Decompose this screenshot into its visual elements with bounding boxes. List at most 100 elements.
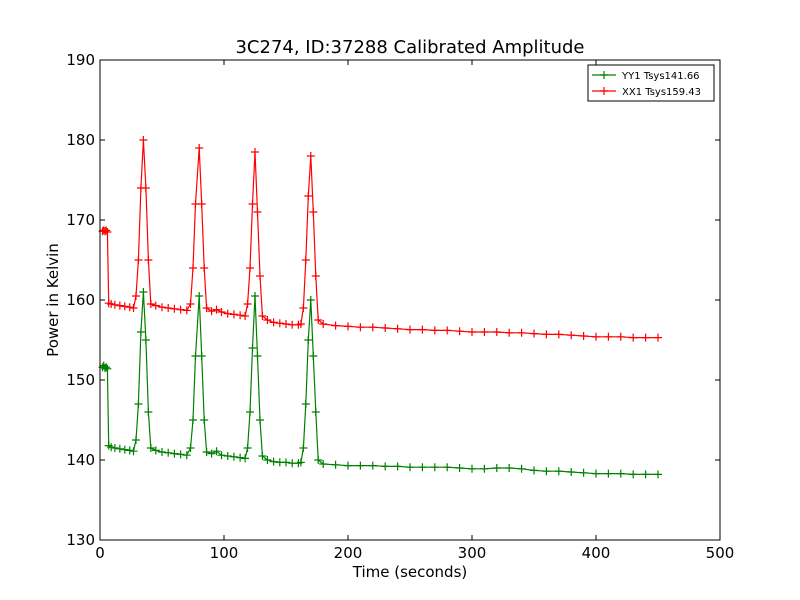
- data-point: [641, 333, 650, 342]
- axis-ticks: 0 100 200 300 400 500 130 140 150 160 170 180 190: [66, 51, 734, 562]
- data-point: [309, 352, 318, 360]
- data-point: [629, 333, 638, 342]
- legend: YY1 Tsys141.66 XX1 Tsys159.43: [587, 64, 715, 102]
- data-point: [131, 292, 140, 300]
- data-point: [344, 322, 352, 331]
- data-point: [542, 330, 551, 339]
- data-point: [299, 444, 308, 452]
- data-point: [131, 436, 140, 444]
- data-point: [217, 308, 226, 316]
- y-tick-label: 150: [66, 371, 95, 389]
- data-point: [567, 331, 576, 340]
- data-point: [275, 319, 284, 328]
- data-point: [102, 363, 111, 372]
- data-point: [393, 324, 402, 333]
- data-point: [176, 450, 185, 459]
- data-point: [579, 332, 588, 340]
- data-point: [654, 333, 662, 342]
- data-point: [246, 408, 255, 416]
- data-point: [517, 464, 526, 473]
- data-point: [197, 200, 206, 208]
- data-point: [253, 352, 262, 360]
- data-point: [468, 464, 476, 473]
- legend-swatch-marker: [600, 87, 608, 95]
- data-point: [301, 256, 310, 264]
- data-point: [115, 301, 124, 310]
- data-point: [202, 448, 211, 456]
- data-point: [189, 264, 197, 272]
- data-point: [592, 469, 600, 478]
- data-point: [103, 228, 112, 236]
- data-point: [251, 292, 259, 300]
- chart-title: 3C274, ID:37288 Calibrated Amplitude: [235, 37, 584, 58]
- data-point: [480, 464, 489, 473]
- legend-label: YY1 Tsys141.66: [621, 71, 700, 82]
- data-point: [468, 328, 476, 336]
- data-point: [505, 328, 514, 337]
- data-point: [115, 444, 124, 453]
- data-point: [217, 451, 226, 460]
- data-point: [517, 328, 526, 337]
- data-point: [186, 300, 195, 308]
- data-point: [255, 416, 264, 424]
- data-point: [480, 328, 489, 336]
- data-point: [604, 469, 613, 478]
- data-point: [492, 328, 501, 336]
- data-point: [129, 304, 138, 312]
- data-point: [309, 208, 318, 216]
- data-point: [241, 454, 250, 463]
- data-point: [125, 446, 134, 455]
- data-point: [164, 304, 173, 312]
- data-point: [212, 447, 221, 456]
- data-point: [530, 466, 538, 475]
- data-point: [251, 148, 259, 156]
- data-point: [282, 320, 290, 328]
- data-point: [195, 292, 204, 300]
- data-point: [164, 448, 173, 457]
- data-point: [158, 448, 166, 456]
- data-point: [146, 444, 155, 452]
- y-tick-label: 180: [66, 131, 95, 149]
- data-point: [146, 300, 155, 308]
- data-point: [406, 325, 414, 334]
- data-point: [255, 272, 264, 280]
- plot-area: [98, 136, 662, 479]
- data-point: [136, 328, 145, 336]
- data-point: [229, 310, 238, 319]
- data-point: [296, 320, 305, 328]
- data-point: [200, 416, 209, 424]
- data-point: [182, 306, 191, 315]
- data-point: [200, 264, 209, 272]
- data-point: [248, 200, 257, 208]
- data-point: [356, 323, 365, 332]
- x-tick-label: 400: [582, 544, 611, 562]
- data-point: [567, 468, 576, 476]
- data-point: [304, 336, 313, 344]
- data-point: [344, 461, 352, 470]
- data-point: [604, 332, 613, 341]
- data-point: [368, 461, 377, 470]
- data-point: [141, 184, 150, 192]
- data-point: [331, 460, 340, 469]
- data-point: [139, 288, 148, 296]
- data-point: [258, 452, 267, 460]
- series-line-0: [102, 291, 658, 475]
- data-point: [306, 296, 315, 304]
- data-point: [243, 444, 252, 452]
- data-point: [107, 443, 116, 452]
- data-point: [202, 304, 211, 312]
- data-point: [314, 456, 323, 464]
- data-point: [492, 464, 501, 472]
- data-point: [103, 364, 112, 373]
- data-point: [236, 311, 245, 320]
- y-tick-label: 160: [66, 291, 95, 309]
- data-point: [368, 323, 377, 332]
- data-point: [381, 324, 390, 332]
- data-point: [641, 470, 650, 479]
- data-point: [616, 469, 625, 478]
- data-point: [418, 463, 427, 472]
- data-point: [134, 400, 143, 408]
- data-point: [592, 332, 600, 341]
- data-point: [263, 316, 272, 324]
